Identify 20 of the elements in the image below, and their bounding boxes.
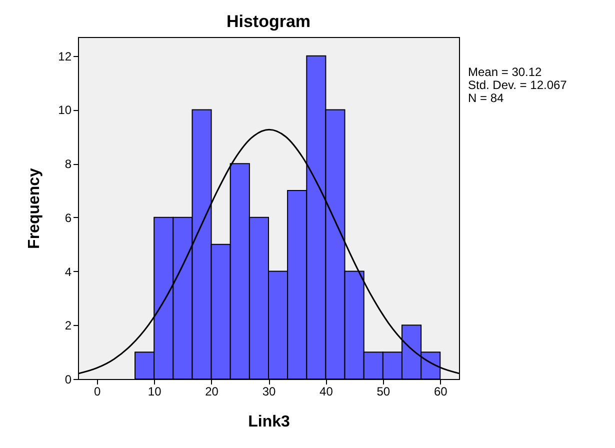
text: N = 84 — [468, 91, 505, 105]
x-axis-title: Link3 — [248, 414, 290, 430]
y-tick-label: 12 — [58, 49, 72, 64]
y-tick-label: 4 — [64, 264, 72, 279]
x-tick-label: 0 — [94, 384, 102, 398]
x-tick-label: 30 — [262, 384, 276, 398]
y-axis-title: Frequency — [26, 168, 44, 249]
x-tick-label: 60 — [434, 384, 448, 398]
y-tick-label: 6 — [64, 210, 72, 225]
y-tick-label: 2 — [64, 318, 72, 333]
x-tick-label: 40 — [320, 384, 334, 398]
x-tick-label: 20 — [205, 384, 219, 398]
y-tick-label: 8 — [64, 157, 72, 172]
chart-title: Histogram — [226, 12, 311, 31]
text: Mean = 30.12 — [468, 65, 543, 79]
x-tick-label: 50 — [376, 384, 390, 398]
y-tick-label: 0 — [64, 372, 72, 386]
y-tick-label: 10 — [58, 103, 72, 118]
text: Std. Dev. = 12.067 — [468, 78, 567, 92]
x-tick-label: 10 — [148, 384, 162, 398]
